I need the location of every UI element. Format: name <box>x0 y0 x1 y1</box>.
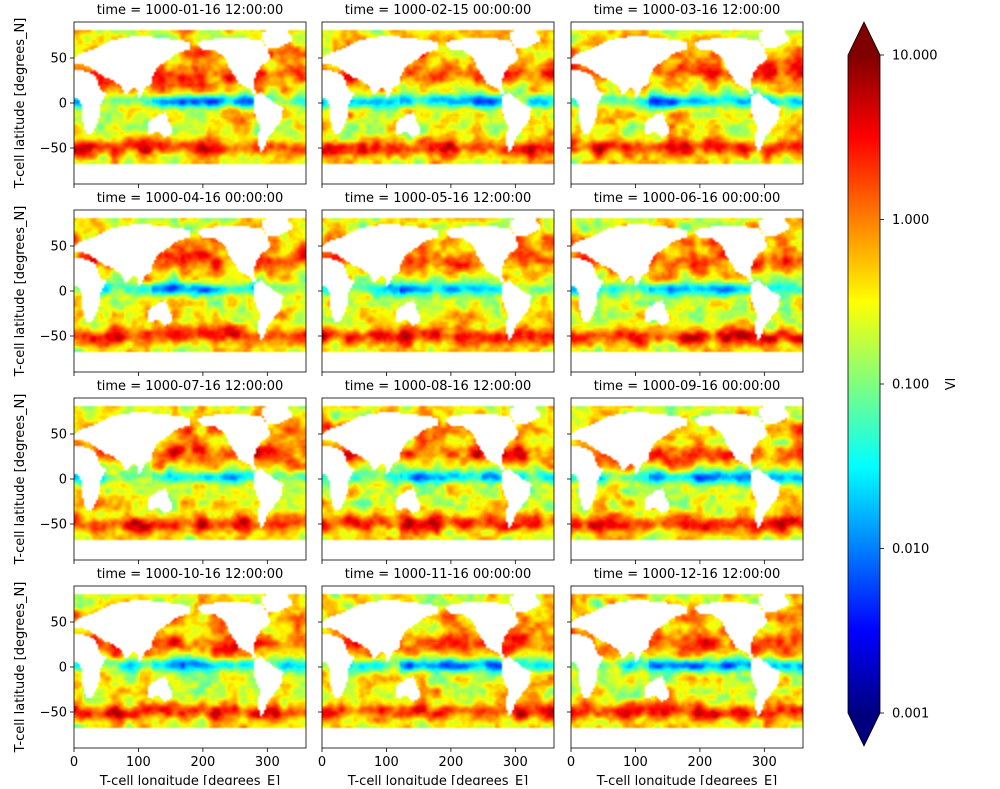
panel-6: time = 1000-06-16 00:00:00 <box>567 191 804 376</box>
colorbar-tick-label: 0.100 <box>892 378 929 393</box>
y-tick-label: 0 <box>59 285 67 300</box>
y-axis-labels: T-cell latitude [degrees_N] T-cell latitu… <box>13 18 28 754</box>
y-tick-label: −50 <box>40 518 67 533</box>
x-axis-label: T-cell longitude [degrees_E] <box>596 774 778 785</box>
y-tick-label: 50 <box>50 616 67 631</box>
y-tick-label: 50 <box>50 428 67 443</box>
x-tick-label: 200 <box>687 755 712 770</box>
panel-field-8 <box>322 398 554 560</box>
panel-field-12 <box>571 586 803 748</box>
panel-field-4 <box>74 210 306 372</box>
y-tick-label: −50 <box>40 706 67 721</box>
panel-title: time = 1000-05-16 12:00:00 <box>345 191 532 206</box>
y-axis-label: T-cell latitude [degrees_N] <box>13 18 28 190</box>
panel-1: time = 1000-01-16 12:00:00 50 0 −50 <box>40 3 307 188</box>
y-tick-label: −50 <box>40 142 67 157</box>
colorbar-extend-min <box>848 713 880 746</box>
colorbar-tick-label: 0.010 <box>892 542 929 557</box>
panel-3: time = 1000-03-16 12:00:00 <box>567 3 804 188</box>
panel-field-3 <box>571 22 803 184</box>
panel-field-11 <box>322 586 554 748</box>
panel-12: time = 1000-12-16 12:00:00 0 100 200 300 <box>567 567 804 770</box>
panel-4: time = 1000-04-16 00:00:00 50 0 −50 <box>40 191 307 376</box>
panel-title: time = 1000-04-16 00:00:00 <box>97 191 284 206</box>
x-axis-labels: T-cell longitude [degrees_E] T-cell longi… <box>99 774 778 789</box>
colorbar-tick-label: 10.000 <box>892 49 938 64</box>
y-axis-label: T-cell latitude [degrees_N] <box>13 206 28 378</box>
x-tick-label: 300 <box>503 755 528 770</box>
y-tick-label: 0 <box>59 661 67 676</box>
y-tick-label: 0 <box>59 97 67 112</box>
colorbar-label: Vl <box>944 378 959 391</box>
y-axis-label: T-cell latitude [degrees_N] <box>13 394 28 566</box>
panel-field-2 <box>322 22 554 184</box>
x-tick-label: 0 <box>318 755 326 770</box>
panel-2: time = 1000-02-15 00:00:00 <box>318 3 555 188</box>
colorbar-tick-label: 0.001 <box>892 707 929 722</box>
x-tick-label: 100 <box>374 755 399 770</box>
colorbar-tick-label: 1.000 <box>892 213 929 228</box>
x-tick-label: 200 <box>190 755 215 770</box>
panel-7: time = 1000-07-16 12:00:00 50 0 −50 <box>40 379 307 564</box>
x-tick-label: 0 <box>70 755 78 770</box>
panel-field-6 <box>571 210 803 372</box>
x-tick-label: 300 <box>752 755 777 770</box>
panel-field-7 <box>74 398 306 560</box>
panel-title: time = 1000-01-16 12:00:00 <box>97 3 284 18</box>
panel-title: time = 1000-09-16 00:00:00 <box>594 379 781 394</box>
colorbar-gradient <box>848 55 880 713</box>
panel-field-9 <box>571 398 803 560</box>
panel-field-10 <box>74 586 306 748</box>
x-axis-label: T-cell longitude [degrees_E] <box>347 774 529 785</box>
y-tick-label: 50 <box>50 240 67 255</box>
panel-title: time = 1000-08-16 12:00:00 <box>345 379 532 394</box>
panel-title: time = 1000-10-16 12:00:00 <box>97 567 284 582</box>
panel-title: time = 1000-11-16 00:00:00 <box>345 567 532 582</box>
panel-field-1 <box>74 22 306 184</box>
panel-5: time = 1000-05-16 12:00:00 <box>318 191 555 376</box>
panel-10: time = 1000-10-16 12:00:00 50 0 −50 0 100 200 3… <box>40 567 307 770</box>
panel-title: time = 1000-12-16 12:00:00 <box>594 567 781 582</box>
x-tick-label: 300 <box>255 755 280 770</box>
x-tick-label: 0 <box>567 755 575 770</box>
y-tick-label: 0 <box>59 473 67 488</box>
x-axis-label: T-cell longitude [degrees_E] <box>99 774 281 785</box>
panel-11: time = 1000-11-16 00:00:00 0 100 200 300 <box>318 567 555 770</box>
x-tick-label: 200 <box>438 755 463 770</box>
panel-title: time = 1000-02-15 00:00:00 <box>345 3 532 18</box>
panel-9: time = 1000-09-16 00:00:00 <box>567 379 804 564</box>
panel-8: time = 1000-08-16 12:00:00 <box>318 379 555 564</box>
panel-title: time = 1000-07-16 12:00:00 <box>97 379 284 394</box>
x-tick-label: 100 <box>623 755 648 770</box>
colorbar: 10.000 1.000 0.100 0.010 0.001 Vl <box>847 21 959 747</box>
colorbar-extend-max <box>848 22 880 55</box>
y-tick-label: −50 <box>40 330 67 345</box>
panel-title: time = 1000-06-16 00:00:00 <box>594 191 781 206</box>
panel-title: time = 1000-03-16 12:00:00 <box>594 3 781 18</box>
y-axis-label: T-cell latitude [degrees_N] <box>13 582 28 754</box>
panel-field-5 <box>322 210 554 372</box>
y-tick-label: 50 <box>50 52 67 67</box>
x-tick-label: 100 <box>126 755 151 770</box>
